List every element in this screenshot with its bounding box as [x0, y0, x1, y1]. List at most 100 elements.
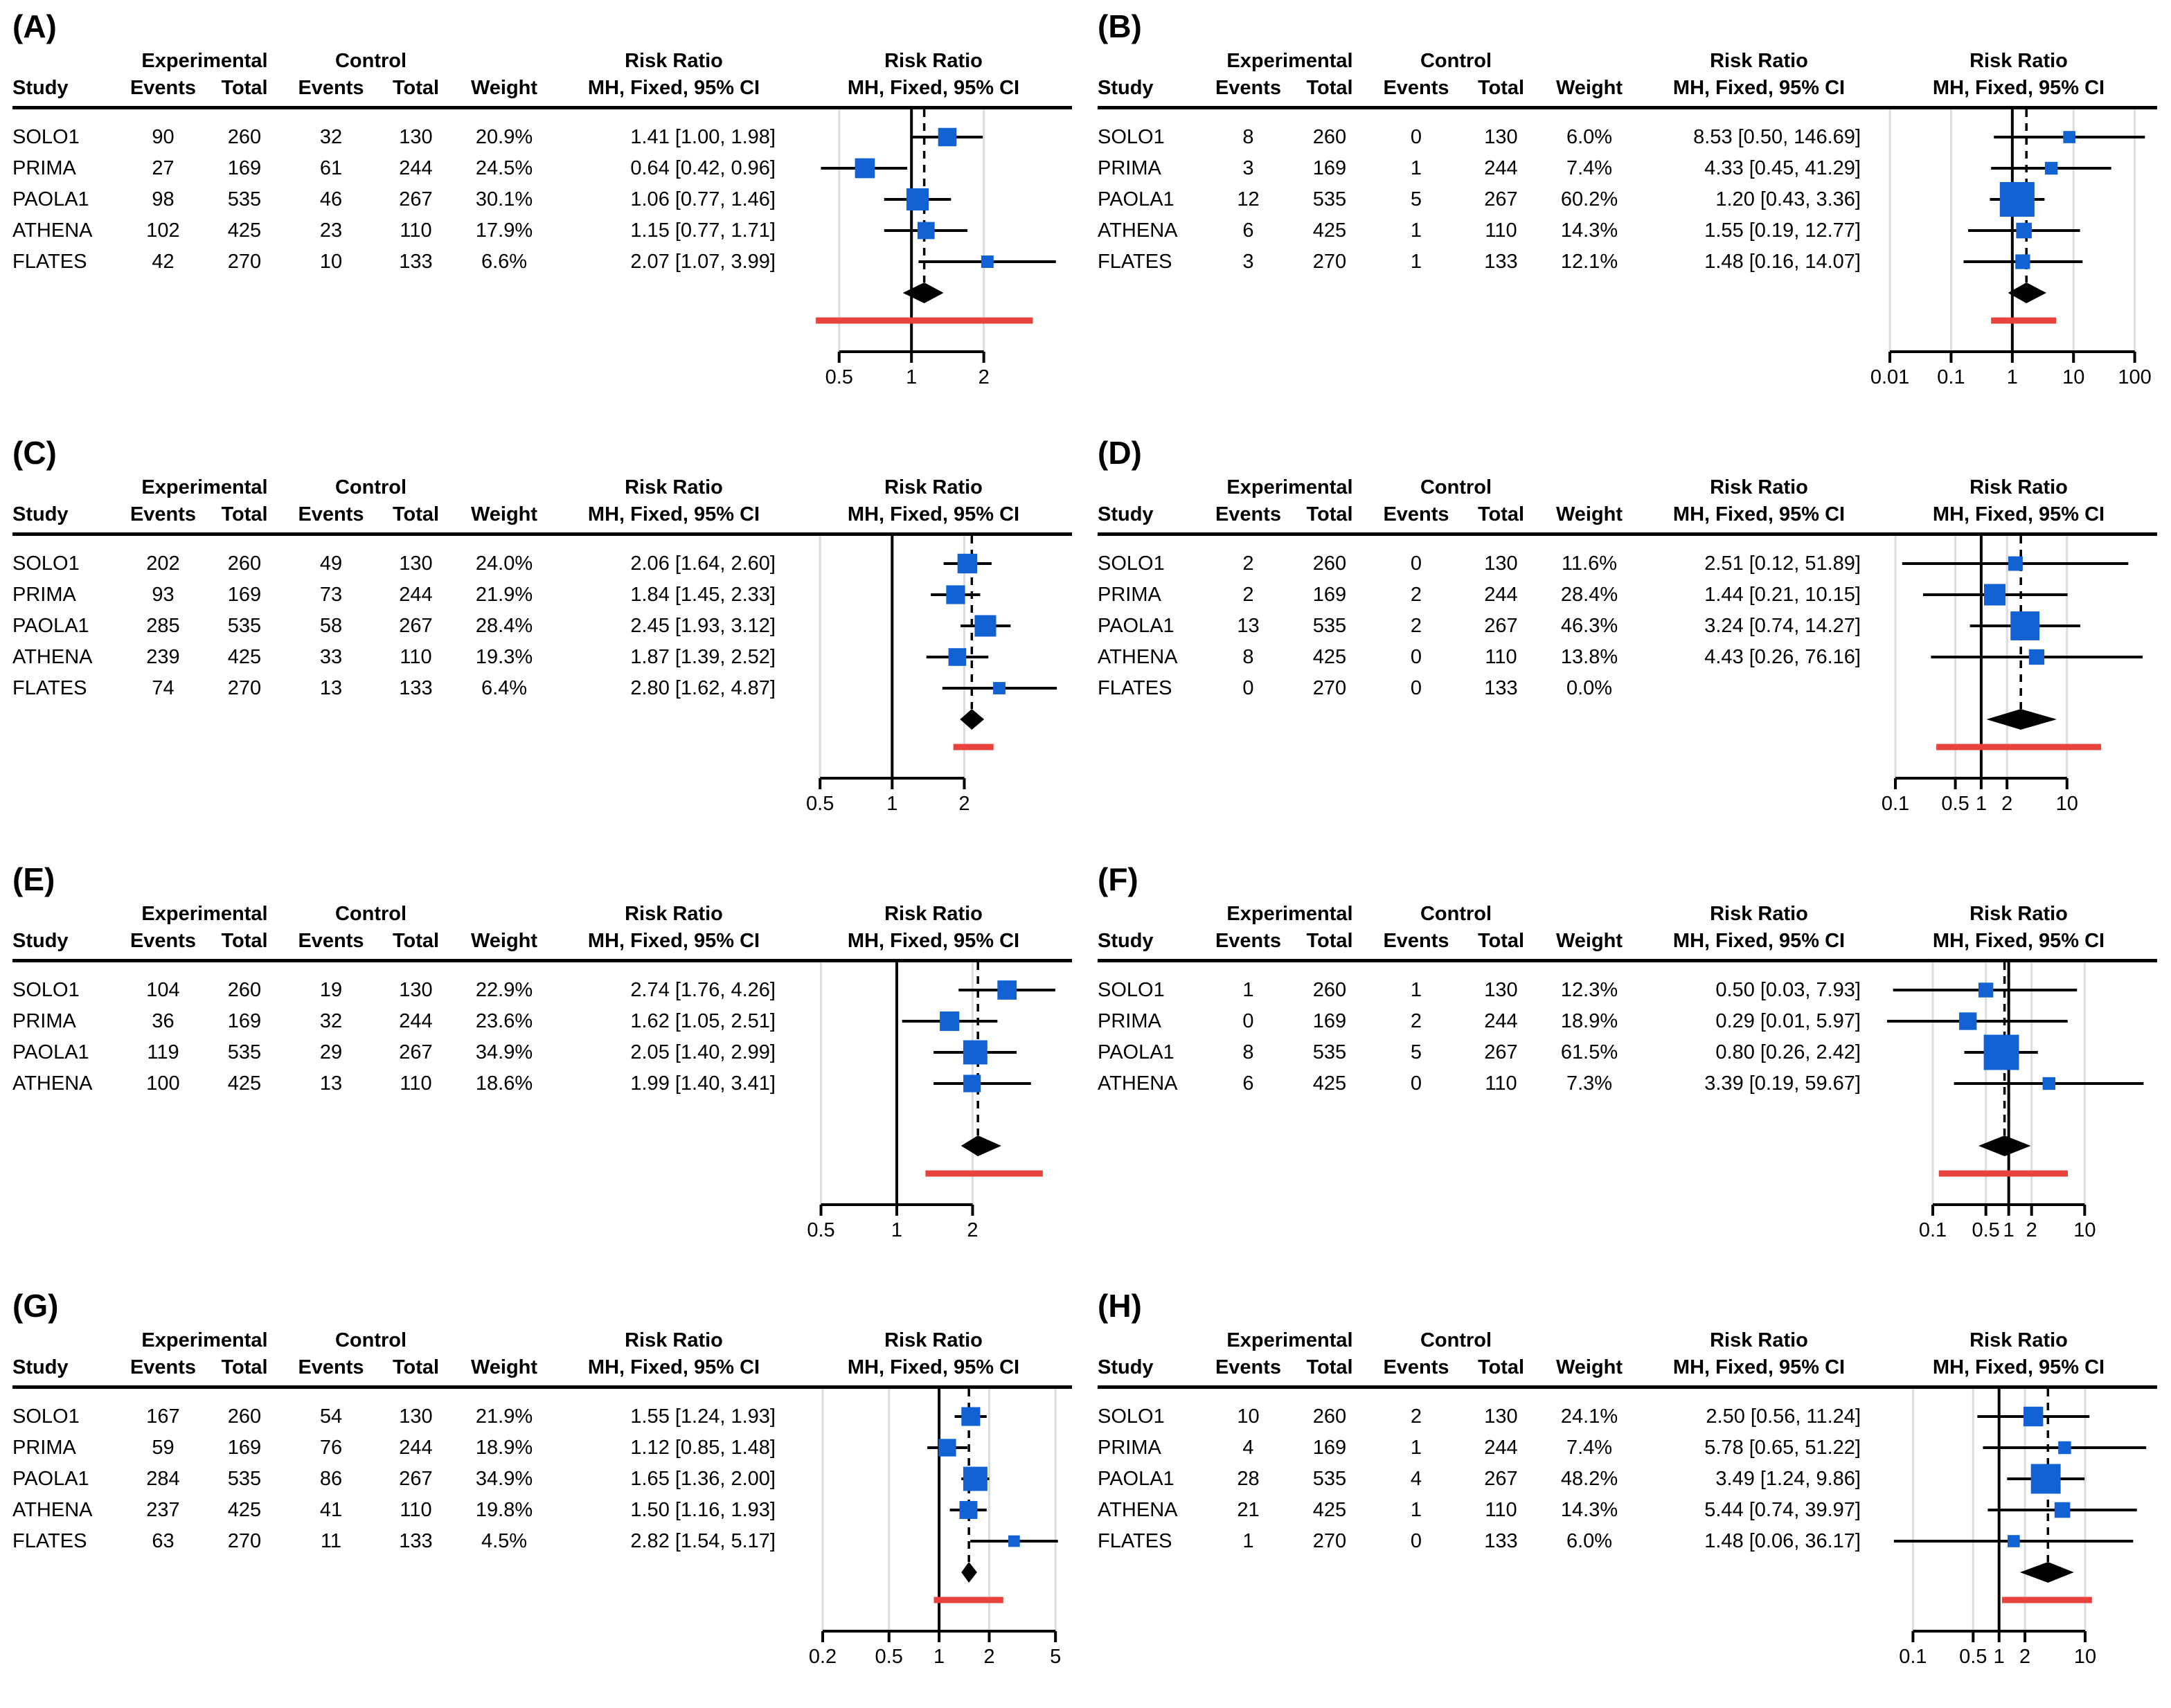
mh-fixed-plot-header: MH, Fixed, 95% CI	[1932, 1356, 2105, 1378]
weight-value: 48.2%	[1560, 1468, 1618, 1490]
effect-size-square	[1983, 584, 2006, 606]
weight-value: 19.3%	[475, 646, 533, 668]
forest-panel: (F) Experimental Control Risk Ratio Risk…	[1085, 853, 2171, 1279]
effect-size-square	[2054, 1502, 2071, 1518]
ctrl-events-value: 10	[319, 251, 343, 273]
effect-size-square	[946, 585, 965, 604]
forest-plot-canvas: 0.01 0.1 1 10 100	[1870, 109, 2152, 388]
ctrl-total-value: 267	[1484, 1041, 1518, 1063]
exp-events-column-header: Events	[1215, 77, 1282, 99]
header-divider	[1098, 959, 2157, 962]
effect-size-square	[2023, 1406, 2044, 1427]
exp-events-value: 202	[146, 552, 180, 575]
x-tick-label: 0.5	[807, 1219, 834, 1241]
study-name: PRIMA	[12, 584, 76, 606]
x-tick-label: 2	[958, 793, 970, 815]
table-row: PAOLA1 12 535 5 267 60.2% 1.20 [0.43, 3.36]	[1098, 184, 1880, 215]
study-name: FLATES	[1098, 251, 1172, 273]
panel-label: (H)	[1098, 1288, 1142, 1324]
exp-total-value: 535	[1312, 188, 1347, 210]
table-row: ATHENA 8 425 0 110 13.8% 4.43 [0.26, 76.16]	[1098, 642, 1880, 673]
effect-size-square	[855, 158, 875, 179]
ctrl-total-value: 244	[1484, 1437, 1518, 1459]
exp-total-value: 425	[1312, 1072, 1347, 1095]
x-tick-label: 1	[1994, 1646, 2005, 1668]
ctrl-total-value: 110	[1485, 1072, 1517, 1095]
table-rows: SOLO1 202 260 49 130 24.0% 2.06 [1.64, 2.60] PR…	[12, 536, 795, 813]
effect-size-square	[981, 255, 994, 268]
x-tick-label: 1	[906, 366, 917, 388]
effect-size-square	[2010, 611, 2040, 640]
exp-events-value: 8	[1242, 1041, 1254, 1063]
effect-size-square	[906, 188, 929, 211]
exp-events-value: 8	[1242, 646, 1254, 668]
weight-value: 7.4%	[1566, 1437, 1613, 1459]
experimental-group-header: Experimental	[1226, 476, 1353, 498]
ctrl-events-value: 76	[319, 1437, 343, 1459]
weight-column-header: Weight	[470, 930, 538, 952]
effect-size-square	[2030, 1464, 2061, 1494]
study-name: FLATES	[12, 251, 87, 273]
ctrl-total-value: 267	[1484, 615, 1518, 637]
ctrl-total-value: 244	[399, 157, 433, 179]
effect-size-square	[1999, 181, 2035, 217]
study-name: ATHENA	[12, 219, 93, 242]
study-name: SOLO1	[1098, 979, 1165, 1001]
table-row: PAOLA1 8 535 5 267 61.5% 0.80 [0.26, 2.42]	[1098, 1037, 1880, 1068]
exp-total-value: 425	[1312, 646, 1347, 668]
study-name: PRIMA	[1098, 157, 1161, 179]
weight-value: 18.6%	[475, 1072, 533, 1095]
ctrl-events-value: 32	[319, 1010, 343, 1032]
ctrl-total-value: 133	[399, 251, 433, 273]
pooled-diamond	[1986, 709, 2057, 730]
study-name: FLATES	[12, 677, 87, 699]
study-name: ATHENA	[1098, 219, 1178, 242]
exp-total-value: 425	[1312, 1499, 1347, 1521]
x-tick-label: 2	[983, 1646, 994, 1668]
risk-ratio-plot-title: Risk Ratio	[1969, 1329, 2068, 1351]
effect-size-square	[917, 222, 935, 240]
exp-events-column-header: Events	[1215, 1356, 1282, 1378]
x-tick-label: 0.5	[1972, 1219, 2000, 1241]
panel-label: (B)	[1098, 8, 1142, 44]
control-group-header: Control	[1420, 903, 1492, 925]
ctrl-events-column-header: Events	[1383, 1356, 1449, 1378]
ctrl-total-value: 267	[399, 188, 433, 210]
exp-events-value: 6	[1242, 219, 1254, 242]
mh-fixed-plot-header: MH, Fixed, 95% CI	[847, 1356, 1020, 1378]
study-column-header: Study	[12, 77, 69, 99]
exp-events-value: 167	[146, 1405, 180, 1428]
weight-value: 12.3%	[1560, 979, 1618, 1001]
exp-events-value: 1	[1242, 1530, 1254, 1552]
ctrl-events-value: 0	[1410, 646, 1422, 668]
risk-ratio-ci-value: 8.53 [0.50, 146.69]	[1693, 126, 1861, 148]
ctrl-events-value: 0	[1410, 1072, 1422, 1095]
risk-ratio-plot-title: Risk Ratio	[884, 50, 983, 72]
risk-ratio-ci-value: 5.44 [0.74, 39.97]	[1704, 1499, 1861, 1521]
table-row: ATHENA 239 425 33 110 19.3% 1.87 [1.39, 2.52]	[12, 642, 795, 673]
ctrl-total-value: 110	[1485, 646, 1517, 668]
weight-value: 4.5%	[481, 1530, 528, 1552]
ctrl-events-value: 1	[1410, 251, 1422, 273]
weight-value: 20.9%	[475, 126, 533, 148]
risk-ratio-ci-value: 0.64 [0.42, 0.96]	[630, 157, 776, 179]
ctrl-total-value: 110	[1485, 1499, 1517, 1521]
exp-events-value: 59	[152, 1437, 175, 1459]
study-column-header: Study	[1098, 503, 1154, 525]
x-tick-label: 0.1	[1937, 366, 1965, 388]
table-header: Experimental Control Risk Ratio Risk Rat…	[12, 475, 1085, 529]
x-tick-label: 10	[2056, 793, 2078, 815]
exp-total-value: 425	[1312, 219, 1347, 242]
control-group-header: Control	[1420, 476, 1492, 498]
study-name: PRIMA	[12, 157, 76, 179]
table-header: Experimental Control Risk Ratio Risk Rat…	[1098, 48, 2171, 102]
weight-value: 28.4%	[475, 615, 533, 637]
ctrl-events-value: 46	[319, 188, 343, 210]
table-rows: SOLO1 2 260 0 130 11.6% 2.51 [0.12, 51.89] PRIM…	[1098, 536, 1880, 813]
pooled-diamond	[2019, 1562, 2074, 1583]
ctrl-events-value: 41	[319, 1499, 343, 1521]
header-divider	[12, 1385, 1072, 1389]
ctrl-total-value: 130	[1484, 1405, 1518, 1428]
exp-total-value: 169	[1312, 157, 1347, 179]
ctrl-events-value: 2	[1410, 1405, 1422, 1428]
